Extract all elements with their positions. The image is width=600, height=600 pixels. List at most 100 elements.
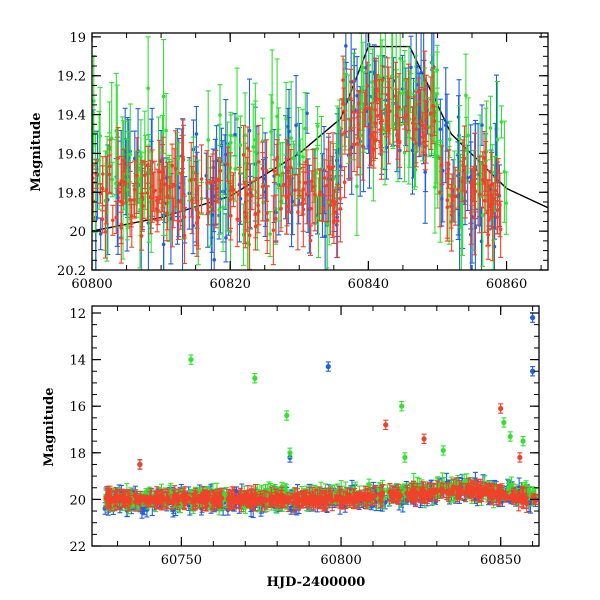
data-point (348, 68, 354, 129)
data-point (339, 98, 345, 172)
data-point (488, 95, 494, 161)
data-point (175, 202, 181, 241)
data-point (120, 159, 126, 205)
data-point (154, 196, 160, 222)
y-tick-label: 19.2 (57, 70, 86, 85)
bottom-panel-ticks: 60750 60800 60850 12 14 16 18 20 22 (69, 306, 539, 568)
data-point (321, 492, 328, 512)
top-panel-data (92, 33, 548, 270)
data-point (207, 155, 213, 208)
data-point (228, 114, 234, 157)
data-point (354, 112, 360, 176)
data-point (292, 174, 298, 207)
data-point (453, 477, 459, 499)
data-point (485, 179, 491, 247)
data-point (298, 491, 304, 509)
data-point (264, 185, 270, 242)
data-point (113, 200, 119, 235)
data-point (180, 124, 186, 195)
data-point (252, 176, 258, 251)
data-point (128, 203, 134, 228)
data-point (507, 431, 513, 442)
data-point (227, 182, 233, 218)
data-point (360, 111, 366, 181)
data-point (143, 494, 149, 501)
data-point (448, 183, 454, 229)
data-point (327, 174, 333, 236)
data-point (509, 490, 515, 501)
data-point (384, 104, 390, 138)
data-point (490, 182, 496, 215)
data-point (479, 485, 485, 499)
top-panel-frame (91, 32, 549, 271)
y-tick-label: 20.2 (57, 264, 86, 279)
data-point (372, 485, 378, 507)
data-point (167, 176, 173, 199)
data-point (114, 491, 120, 511)
data-point (463, 53, 469, 138)
data-point (134, 137, 140, 214)
y-tick-label: 20 (69, 493, 86, 508)
data-point (230, 172, 236, 208)
data-point (440, 445, 446, 456)
data-point (217, 84, 223, 147)
data-point (376, 79, 382, 120)
data-point (356, 90, 362, 168)
data-point (121, 490, 127, 506)
data-point (490, 193, 496, 262)
data-point (399, 400, 405, 412)
data-point (188, 142, 194, 218)
data-point (199, 144, 205, 214)
data-point (376, 55, 382, 98)
y-tick-label: 18 (69, 447, 86, 462)
data-point (520, 435, 526, 447)
data-point (202, 492, 209, 511)
data-point (139, 159, 145, 228)
data-point (169, 494, 175, 511)
data-point (148, 159, 154, 235)
data-point (428, 76, 434, 150)
data-point (404, 487, 411, 500)
data-point (465, 97, 471, 174)
y-tick-label: 12 (69, 307, 86, 322)
data-point (444, 172, 450, 242)
data-point (281, 172, 287, 197)
data-point (520, 497, 526, 505)
data-point (145, 145, 151, 184)
data-point (118, 211, 124, 245)
data-point (461, 125, 467, 192)
data-point (418, 86, 424, 156)
data-point (346, 496, 353, 503)
x-tick-label: 60800 (320, 553, 361, 568)
y-tick-label: 20 (69, 225, 86, 240)
data-point (307, 225, 313, 256)
data-point (236, 166, 242, 222)
data-point (192, 155, 198, 204)
data-point (278, 185, 284, 232)
data-point (395, 133, 401, 160)
data-point (365, 492, 371, 502)
data-point (170, 197, 176, 229)
data-point (334, 491, 340, 507)
data-point (242, 180, 248, 245)
data-point (210, 153, 216, 212)
data-point (304, 92, 310, 134)
data-point (256, 197, 262, 226)
data-point (379, 484, 385, 507)
data-point (324, 148, 330, 223)
data-point (287, 175, 293, 214)
top-panel: 60800 60820 60840 60860 19 19.2 19.4 19.6 19.8 20… (29, 31, 549, 292)
data-point (241, 124, 247, 185)
data-point (145, 36, 151, 141)
data-point (477, 155, 483, 234)
data-point (460, 139, 466, 192)
data-point (485, 485, 491, 496)
data-point (287, 447, 293, 459)
data-point (107, 139, 113, 194)
data-point (193, 487, 199, 510)
y-tick-label: 19 (69, 31, 86, 46)
data-point (238, 115, 244, 175)
data-point (273, 194, 279, 243)
data-point (283, 81, 289, 156)
